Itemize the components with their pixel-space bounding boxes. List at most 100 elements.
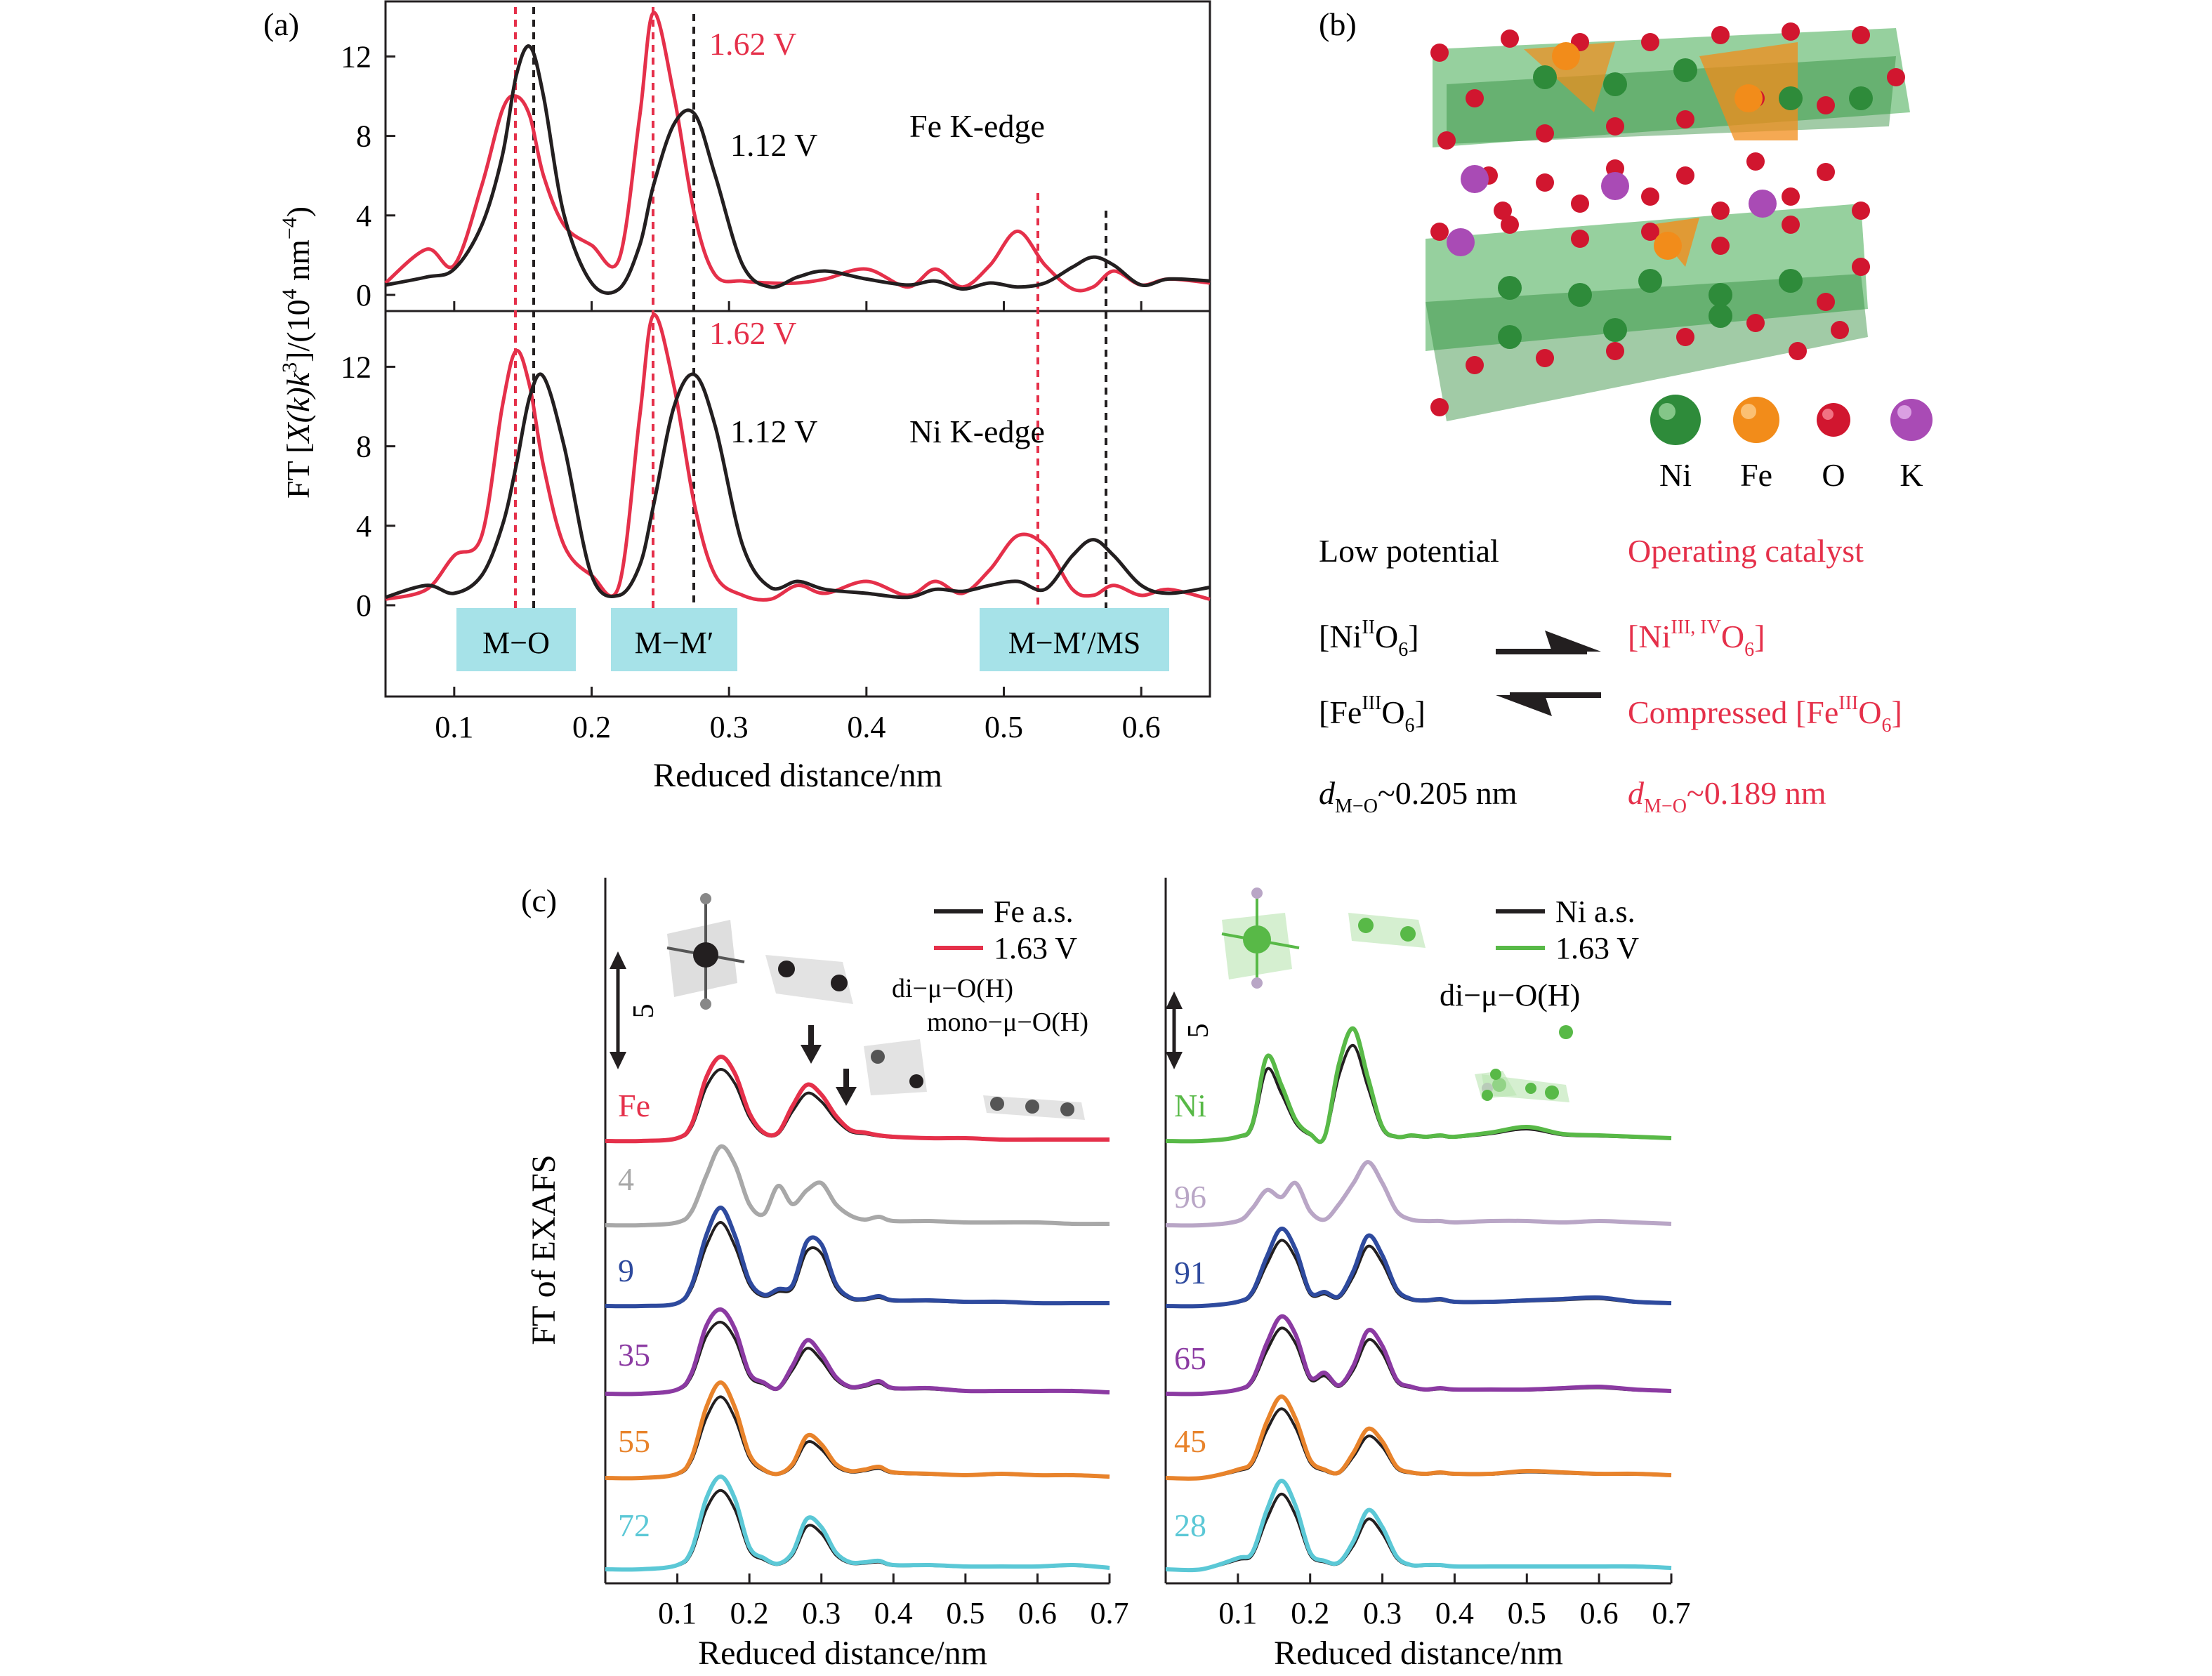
trace-28 [1165,1479,1672,1573]
nickel-atom [1498,276,1522,300]
bottom-label-black: 1.12 V [730,414,817,449]
potassium-atom [1447,228,1475,256]
panel-c-label: (c) [521,883,557,918]
y-tick-label: 12 [341,350,371,384]
oxygen-atom [1831,321,1849,339]
chain-atom-icon [990,1097,1004,1111]
trace-9 [605,1205,1110,1309]
oxygen-atom [1817,163,1835,181]
trace-96 [1165,1159,1672,1228]
reference-trace-72 [605,1489,1110,1571]
trace-65 [1165,1314,1672,1397]
c-left-annot-di: di−μ−O(H) [892,974,1013,1003]
ni-edge-atom-icon [1400,926,1416,942]
panel-c-ylabel: FT of EXAFS [525,1154,562,1345]
x-tick-label: 0.6 [1122,710,1161,744]
edge-atom-icon [778,961,795,977]
oxygen-atom [1466,356,1484,374]
iron-atom [1654,232,1682,260]
oxygen-atom [1782,187,1800,206]
legend-ni-as: Ni a.s. [1555,895,1635,929]
equilibrium-arrows-icon [1496,631,1601,716]
oxygen-atom [1430,44,1449,62]
x-tick-label: 0.4 [1435,1596,1474,1630]
oxygen-atom [1676,166,1694,185]
ni-corner-atom-icon [1482,1090,1493,1101]
oxygen-atom [1501,29,1519,48]
atom-spheres [1430,22,1905,416]
reference-trace-Ni [1165,1043,1672,1143]
iron-atom [1552,42,1580,70]
scale-bar-top-arrow [1166,991,1183,1009]
oxygen-atom [1430,398,1449,416]
c-left-xlabel: Reduced distance/nm [698,1635,987,1672]
legend-ni: Ni [1659,457,1692,493]
op-ni-species: [NiIII, IVO6] [1628,616,1765,661]
ligand-atom-icon [700,893,711,904]
iron-atom [1734,84,1763,112]
ni-ligand-icon [1251,977,1263,989]
oxygen-atom [1641,223,1659,241]
o-sphere-icon [1817,403,1850,437]
corner-atom-icon [909,1074,923,1088]
trace-label: 96 [1174,1179,1206,1215]
potassium-atom [1601,172,1629,200]
fe-sphere-icon [1733,397,1779,443]
c-x-ticks: 0.1 0.2 0.3 0.4 0.5 0.6 0.7 0.1 0.2 0.3 0.4 0.5 0.6 0… [658,1573,1691,1630]
c-right-molecule-icons [1221,888,1573,1102]
reference-trace-65 [1165,1326,1672,1396]
down-arrow-2-head [836,1087,857,1106]
nickel-atom [1568,283,1592,307]
legend-fe: Fe [1740,457,1772,493]
y-tick-label: 8 [356,430,371,464]
nickel-atom [1779,86,1803,110]
legend-k: K [1900,457,1923,493]
nickel-atom [1709,304,1732,328]
ni-edge-atom-icon [1358,918,1374,933]
x-tick-label: 0.5 [946,1596,985,1630]
nickel-atom [1498,325,1522,349]
c-right-annot-di: di−μ−O(H) [1440,978,1580,1012]
layered-structure-illustration [1426,22,1910,421]
trace-label: 28 [1174,1507,1206,1543]
trace-label: 9 [618,1253,634,1288]
band-label-m-m: M−M′ [635,626,714,660]
x-tick-label: 0.1 [658,1596,697,1630]
low-fe-species: [FeIIIO6] [1319,692,1426,737]
low-ni-species: [NiIIO6] [1319,616,1419,661]
fe-k-edge-curves [384,11,1211,295]
trace-35 [605,1307,1110,1397]
nickel-atom [1603,318,1627,342]
reference-trace-55 [605,1395,1110,1480]
c-left-scale-bar: 5 [610,951,660,1069]
c-right-legend: Ni a.s. 1.63 V di−μ−O(H) [1440,895,1639,1012]
nickel-atom [1673,58,1697,82]
x-tick-label: 0.3 [802,1596,841,1630]
x-tick-label: 0.1 [435,710,473,744]
band-label-m-o: M−O [482,626,550,660]
trace-label: 55 [618,1423,650,1459]
c-left-curves [605,1055,1110,1572]
oxygen-atom [1494,202,1512,220]
operating-catalyst-title: Operating catalyst [1628,533,1864,569]
trace-label: 45 [1174,1423,1206,1459]
chain-atom-icon [1025,1100,1039,1114]
k-sphere-icon [1890,399,1933,441]
x-tick-label: 0.2 [730,1596,769,1630]
panel-b-label: (b) [1319,6,1357,42]
trace-4 [605,1144,1110,1228]
oxygen-atom [1746,314,1765,332]
legend-fe-163: 1.63 V [994,931,1077,965]
legend-ni-163: 1.63 V [1555,931,1639,965]
ni-corner-atom-icon [1525,1083,1536,1094]
oxygen-atom [1536,124,1554,143]
ni-chain-atom-icon [1559,1025,1573,1039]
oxygen-atom [1501,216,1519,234]
oxygen-atom [1676,328,1694,346]
nickel-atom [1779,269,1803,293]
forward-arrow-head [1545,631,1601,652]
band-m-o [456,608,576,671]
oxygen-atom [1852,258,1870,276]
